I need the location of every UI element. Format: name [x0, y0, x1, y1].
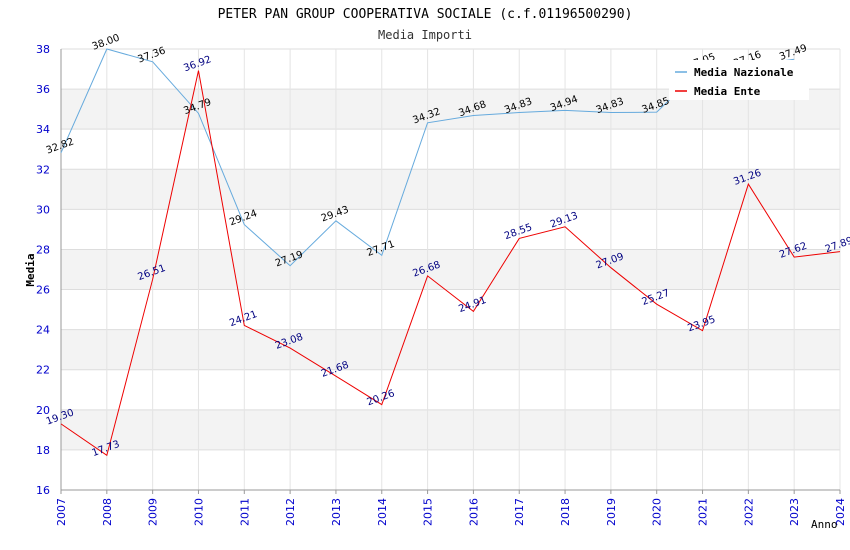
- x-tick-label: 2010: [192, 498, 205, 526]
- x-tick-label: 2009: [147, 498, 160, 526]
- x-tick-label: 2011: [238, 498, 251, 526]
- y-tick-label: 36: [36, 83, 50, 96]
- grid-band: [61, 169, 840, 210]
- x-tick-label: 2021: [697, 498, 710, 526]
- x-tick-label: 2007: [55, 498, 68, 526]
- data-label-ente: 20.26: [366, 388, 397, 408]
- legend-label-media-ente: Media Ente: [694, 85, 761, 98]
- y-axis-label: Media: [24, 253, 37, 286]
- x-tick-label: 2019: [605, 498, 618, 526]
- data-label-nazionale: 32.82: [45, 136, 76, 156]
- series-line-media-ente: [60, 70, 841, 457]
- chart-title: PETER PAN GROUP COOPERATIVA SOCIALE (c.f…: [218, 7, 633, 22]
- x-tick-label: 2012: [284, 498, 297, 526]
- x-tick-label: 2015: [422, 498, 435, 526]
- chart-subtitle: Media Importi: [378, 28, 472, 42]
- data-label-ente: 36.92: [182, 54, 213, 74]
- x-tick-label: 2017: [513, 498, 526, 526]
- legend-box: [669, 60, 809, 100]
- y-tick-label: 16: [36, 484, 50, 497]
- y-tick-label: 18: [36, 444, 50, 457]
- y-tick-label: 38: [36, 43, 50, 56]
- y-tick-label: 24: [36, 324, 50, 337]
- data-label-nazionale: 37.49: [778, 43, 809, 63]
- legend-label-media-nazionale: Media Nazionale: [694, 66, 794, 79]
- y-tick-label: 28: [36, 243, 50, 256]
- data-label-nazionale: 29.24: [228, 208, 259, 228]
- x-tick-label: 2018: [559, 498, 572, 526]
- y-tick-label: 30: [36, 203, 50, 216]
- y-tick-label: 32: [36, 163, 50, 176]
- x-tick-labels: 2007 2008 2009 2010 2011 2012 2013 2014 2015 2016…: [55, 498, 847, 526]
- x-tick-label: 2022: [742, 498, 755, 526]
- data-label-ente: 25.27: [641, 288, 672, 308]
- y-tick-label: 34: [36, 123, 50, 136]
- legend: Media Nazionale Media Ente: [669, 60, 809, 100]
- x-tick-label: 2023: [788, 498, 801, 526]
- x-tick-label: 2016: [467, 498, 480, 526]
- data-label-ente: 24.91: [457, 295, 488, 315]
- x-tick-label: 2008: [101, 498, 114, 526]
- y-tick-label: 22: [36, 364, 50, 377]
- data-label-ente: 24.21: [228, 309, 259, 329]
- data-label-nazionale: 37.36: [136, 45, 167, 65]
- x-tick-label: 2013: [330, 498, 343, 526]
- x-axis-label: Anno: [811, 518, 838, 531]
- x-tick-label: 2024: [834, 498, 847, 526]
- x-tick-label: 2014: [376, 498, 389, 526]
- x-tick-label: 2020: [651, 498, 664, 526]
- grid-band: [61, 249, 840, 290]
- grid-bands: [61, 89, 840, 450]
- grid-band: [61, 409, 840, 450]
- y-tick-label: 26: [36, 284, 50, 297]
- grid-band: [61, 329, 840, 370]
- axes: [60, 49, 841, 494]
- y-tick-label: 20: [36, 404, 50, 417]
- y-tick-labels: 16 18 20 22 24 26 28 30 32 34 36 38: [36, 43, 50, 497]
